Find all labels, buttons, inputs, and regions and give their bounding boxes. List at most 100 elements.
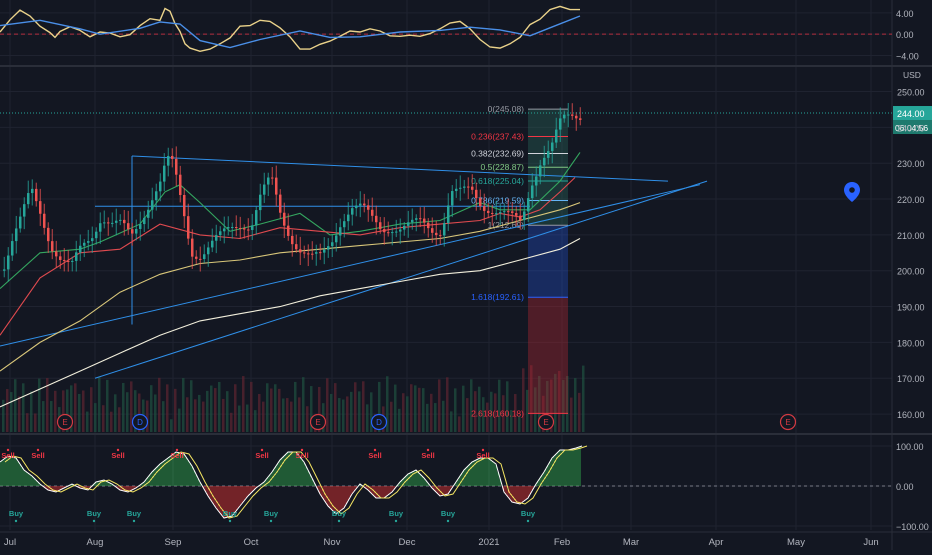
volume-bar — [50, 401, 53, 432]
time-axis-label: Jul — [4, 537, 16, 548]
signal-dot — [132, 519, 136, 523]
buy-signal-label: Buy — [223, 509, 238, 518]
candle-body — [231, 226, 234, 228]
candle-body — [411, 219, 414, 223]
candle-body — [243, 228, 246, 230]
volume-bar — [454, 388, 457, 432]
volume-bar — [26, 413, 29, 432]
candle-body — [3, 269, 6, 271]
volume-bar — [190, 380, 193, 432]
candle-body — [179, 174, 182, 195]
candle-body — [307, 253, 310, 255]
candle-body — [451, 191, 454, 206]
sell-signal-label: Sell — [421, 451, 434, 460]
signal-tick-label: 100.00 — [896, 442, 924, 452]
volume-bar — [194, 399, 197, 432]
volume-bar — [114, 394, 117, 432]
candle-body — [267, 177, 270, 185]
candle-body — [71, 260, 74, 262]
candle-body — [415, 218, 418, 220]
volume-bar — [442, 400, 445, 432]
signal-dot — [92, 519, 96, 523]
candle-body — [567, 114, 570, 116]
volume-bar — [118, 407, 121, 432]
volume-bar — [578, 392, 581, 432]
oscillator-line-1 — [0, 15, 581, 49]
event-marker-label: D — [376, 418, 382, 427]
volume-bar — [106, 379, 109, 432]
candle-body — [579, 118, 582, 120]
candle-body — [383, 229, 386, 233]
buy-signal-label: Buy — [389, 509, 404, 518]
fib-level-label: 1(212.69) — [488, 220, 525, 230]
volume-bar — [146, 400, 149, 432]
volume-bar — [526, 389, 529, 432]
fib-zone-blue — [528, 225, 568, 298]
candle-body — [491, 212, 494, 214]
volume-bar — [558, 370, 561, 432]
volume-bar — [386, 376, 389, 432]
candle-body — [375, 215, 378, 223]
candle-body — [235, 226, 238, 229]
candle-body — [191, 238, 194, 257]
candle-body — [427, 222, 430, 229]
volume-bar — [246, 404, 249, 432]
volume-bar — [34, 413, 37, 432]
price-tick-label: 190.00 — [897, 303, 925, 313]
signal-dot — [175, 448, 179, 452]
volume-bar — [242, 376, 245, 432]
volume-bar — [122, 382, 125, 432]
candle-body — [87, 241, 90, 243]
candle-body — [319, 252, 322, 254]
candle-body — [175, 158, 178, 175]
candle-body — [419, 218, 422, 220]
candle-body — [519, 215, 522, 221]
candle-body — [379, 222, 382, 230]
event-marker — [370, 413, 388, 431]
candle-body — [139, 224, 142, 229]
signal-dot — [373, 448, 377, 452]
candle-body — [247, 229, 250, 231]
time-axis-label: Jun — [863, 537, 878, 548]
signal-panel: Sell Sell Sell Sell Sell Sell Sell Sell Sell Buy B… — [0, 442, 929, 532]
volume-bar — [418, 387, 421, 432]
volume-bar — [86, 411, 89, 432]
volume-bar — [466, 398, 469, 432]
volume-bar — [198, 394, 201, 432]
volume-bar — [426, 403, 429, 432]
candle-body — [335, 235, 338, 243]
candle-body — [183, 194, 186, 217]
candle-body — [479, 198, 482, 207]
last-price-badge — [893, 106, 932, 121]
volume-bar — [230, 412, 233, 432]
volume-bar — [490, 391, 493, 432]
fib-level-label: 0.5(228.87) — [481, 162, 525, 172]
sell-signal-label: Sell — [368, 451, 381, 460]
volume-bar — [210, 385, 213, 432]
candle-body — [287, 225, 290, 236]
volume-bar — [138, 393, 141, 432]
signal-dot — [481, 448, 485, 452]
candle-body — [327, 246, 330, 250]
signal-dot — [260, 448, 264, 452]
time-axis-label: May — [787, 537, 805, 548]
volume-bar — [162, 401, 165, 432]
sell-signal-label: Sell — [255, 451, 268, 460]
volume-bar — [94, 403, 97, 432]
time-axis-label: Apr — [709, 537, 724, 548]
volume-bar — [10, 392, 13, 432]
volume-bar — [170, 419, 173, 432]
event-marker-label: E — [543, 418, 548, 427]
candle-body — [219, 231, 222, 236]
buy-signal-label: Buy — [441, 509, 456, 518]
candle-body — [523, 211, 526, 221]
volume-bar — [54, 390, 57, 432]
volume-bar — [286, 398, 289, 432]
candle-body — [115, 220, 118, 223]
volume-bar — [306, 406, 309, 432]
volume-bar — [434, 403, 437, 432]
volume-bar — [338, 398, 341, 432]
candle-body — [355, 205, 358, 209]
